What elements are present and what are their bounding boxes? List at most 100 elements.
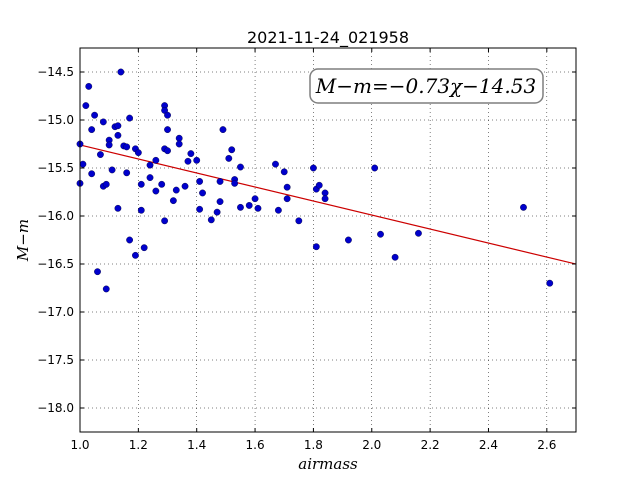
data-point bbox=[105, 141, 113, 149]
data-point bbox=[114, 131, 122, 139]
data-point bbox=[175, 140, 183, 148]
data-point bbox=[219, 126, 227, 134]
data-point bbox=[88, 170, 96, 178]
data-point bbox=[193, 156, 201, 164]
data-point bbox=[199, 189, 206, 197]
x-tick-label: 2.6 bbox=[537, 438, 556, 452]
data-point bbox=[228, 146, 236, 154]
data-point bbox=[91, 111, 98, 119]
data-point bbox=[99, 118, 107, 126]
data-point bbox=[140, 244, 148, 252]
data-point bbox=[274, 206, 282, 214]
data-point bbox=[280, 168, 288, 176]
data-point bbox=[216, 178, 224, 185]
data-point bbox=[94, 268, 101, 276]
data-point bbox=[175, 134, 183, 142]
data-points bbox=[76, 68, 554, 293]
data-point bbox=[207, 216, 215, 224]
y-tick-label: −16.5 bbox=[37, 257, 74, 271]
fit-equation: M−m=−0.73χ−14.53 bbox=[315, 74, 536, 98]
data-point bbox=[114, 204, 122, 212]
y-tick-label: −14.5 bbox=[37, 65, 74, 79]
data-point bbox=[245, 202, 253, 209]
data-point bbox=[117, 68, 125, 76]
y-axis-label: M−m bbox=[14, 219, 32, 262]
chart-title: 2021-11-24_021958 bbox=[247, 28, 409, 48]
data-point bbox=[88, 126, 96, 134]
x-tick-label: 1.8 bbox=[304, 438, 323, 452]
data-point bbox=[181, 182, 189, 190]
data-point bbox=[137, 180, 145, 188]
grid bbox=[79, 48, 576, 432]
data-point bbox=[79, 160, 87, 168]
data-point bbox=[237, 163, 244, 171]
data-point bbox=[196, 205, 204, 213]
data-point bbox=[321, 189, 329, 197]
data-point bbox=[164, 111, 171, 119]
data-point bbox=[164, 147, 171, 155]
x-tick-label: 2.4 bbox=[479, 438, 498, 452]
data-point bbox=[295, 217, 303, 225]
data-point bbox=[283, 195, 291, 203]
data-point bbox=[102, 180, 110, 188]
x-tick-labels: 1.0 1.2 1.4 1.6 1.8 2.0 2.2 2.4 2.6 bbox=[70, 438, 556, 452]
data-point bbox=[82, 102, 90, 110]
y-tick-label: −16.0 bbox=[37, 209, 74, 223]
x-tick-label: 2.2 bbox=[421, 438, 440, 452]
data-point bbox=[102, 285, 110, 293]
data-point bbox=[146, 174, 154, 182]
data-point bbox=[520, 203, 527, 211]
data-point bbox=[213, 208, 221, 216]
data-point bbox=[152, 156, 160, 164]
data-point bbox=[161, 217, 169, 225]
data-point bbox=[345, 236, 352, 244]
data-point bbox=[158, 180, 166, 188]
y-tick-label: −18.0 bbox=[37, 401, 74, 415]
data-point bbox=[108, 166, 116, 174]
data-point bbox=[272, 160, 279, 168]
data-point bbox=[126, 236, 134, 244]
data-point bbox=[184, 157, 192, 165]
data-point bbox=[152, 187, 160, 195]
data-point bbox=[172, 186, 180, 194]
data-point bbox=[415, 229, 422, 237]
y-tick-label: −17.5 bbox=[37, 353, 74, 367]
data-point bbox=[321, 195, 329, 203]
data-point bbox=[315, 181, 323, 189]
data-point bbox=[85, 83, 93, 90]
data-point bbox=[310, 164, 317, 172]
x-axis-label: airmass bbox=[298, 455, 358, 473]
data-point bbox=[231, 179, 239, 187]
y-tick-labels: −14.5 −15.0 −15.5 −16.0 −16.5 −17.0 −17.5 −18.0 bbox=[37, 65, 74, 415]
data-point bbox=[312, 243, 320, 251]
data-point bbox=[196, 178, 204, 185]
plot-area bbox=[80, 48, 576, 432]
data-point bbox=[546, 279, 554, 287]
data-point bbox=[97, 151, 104, 158]
x-tick-label: 1.6 bbox=[246, 438, 265, 452]
data-point bbox=[164, 126, 171, 134]
y-tick-label: −15.5 bbox=[37, 161, 74, 175]
data-point bbox=[132, 251, 139, 259]
data-point bbox=[123, 143, 131, 151]
data-point bbox=[114, 122, 122, 130]
plot-frame bbox=[79, 47, 577, 433]
data-point bbox=[187, 150, 195, 158]
data-point bbox=[371, 164, 379, 172]
data-point bbox=[126, 114, 134, 122]
data-point bbox=[225, 154, 233, 162]
data-point bbox=[254, 204, 262, 212]
data-point bbox=[216, 198, 224, 206]
data-point bbox=[134, 149, 142, 157]
data-point bbox=[146, 161, 154, 169]
data-point bbox=[123, 169, 131, 177]
data-point bbox=[137, 206, 145, 214]
fit-line bbox=[79, 144, 577, 265]
annotation-box bbox=[309, 68, 544, 104]
data-point bbox=[237, 203, 244, 211]
y-tick-label: −17.0 bbox=[37, 305, 74, 319]
x-tick-label: 1.2 bbox=[129, 438, 148, 452]
y-tick-label: −15.0 bbox=[37, 113, 74, 127]
x-tick-label: 1.4 bbox=[187, 438, 206, 452]
